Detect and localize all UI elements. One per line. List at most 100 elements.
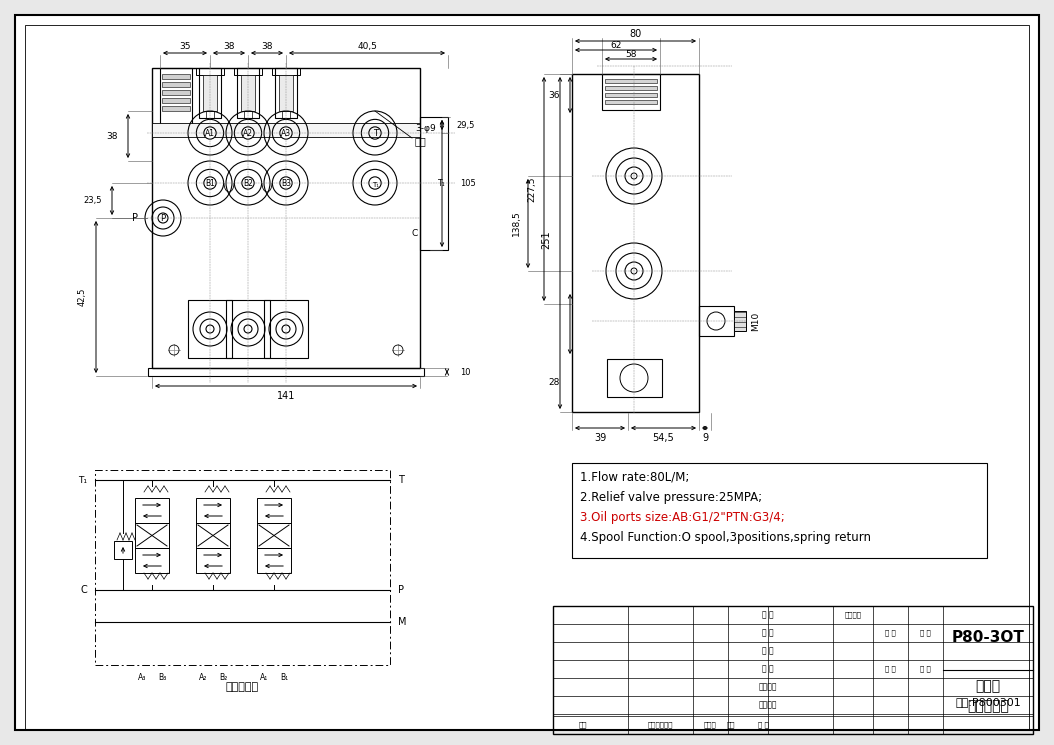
Bar (203, 75, 217, 111)
Bar (196, 548, 230, 573)
Bar (196, 68, 225, 75)
Text: 80: 80 (629, 29, 641, 39)
Text: 更改人: 更改人 (704, 722, 717, 729)
Text: 35: 35 (179, 42, 191, 51)
Text: 105: 105 (460, 179, 475, 188)
Text: 36: 36 (548, 90, 560, 100)
Bar (152, 68, 419, 368)
Text: T: T (373, 128, 378, 138)
Circle shape (241, 177, 254, 189)
Bar (160, 68, 192, 126)
Text: P: P (398, 585, 404, 595)
Text: 制 图: 制 图 (762, 629, 774, 638)
Bar (162, 98, 190, 103)
Bar (272, 68, 300, 75)
Text: 40,5: 40,5 (357, 42, 377, 51)
Bar (241, 75, 255, 111)
Text: M: M (398, 617, 407, 627)
Text: 第 张: 第 张 (920, 666, 931, 672)
Text: 标记: 标记 (579, 722, 587, 729)
Text: 42,5: 42,5 (78, 288, 87, 306)
Text: 比 例: 比 例 (920, 630, 931, 636)
Bar (226, 300, 270, 358)
Circle shape (280, 177, 292, 189)
Text: 62: 62 (610, 40, 622, 49)
Circle shape (241, 127, 254, 139)
Text: 138,5: 138,5 (511, 210, 521, 236)
Bar (605, 86, 657, 90)
Text: 9: 9 (702, 433, 708, 443)
Bar (257, 523, 291, 548)
Text: P: P (132, 213, 138, 223)
Text: 工艺批准: 工艺批准 (759, 682, 777, 691)
Bar (279, 75, 293, 111)
Bar (196, 523, 230, 548)
Bar (282, 111, 290, 118)
Text: 3-φ9: 3-φ9 (415, 124, 435, 133)
Text: 28: 28 (548, 378, 560, 387)
Text: A1: A1 (204, 128, 215, 138)
Bar (605, 79, 657, 83)
Circle shape (243, 325, 252, 333)
Text: 共 张: 共 张 (884, 666, 896, 672)
Bar (152, 123, 419, 137)
Text: 编号:P800301: 编号:P800301 (955, 697, 1021, 707)
Text: T: T (398, 475, 404, 485)
Text: B₂: B₂ (219, 673, 227, 682)
Text: 39: 39 (593, 433, 606, 443)
Text: 审 查: 审 查 (758, 722, 768, 729)
Bar (553, 606, 1033, 734)
Text: A3: A3 (281, 128, 291, 138)
Text: 227,5: 227,5 (527, 177, 536, 202)
Bar (162, 74, 190, 79)
Text: 251: 251 (541, 231, 551, 250)
Bar (605, 100, 657, 104)
Text: T₁: T₁ (372, 182, 379, 188)
Text: 重 量: 重 量 (884, 630, 896, 636)
Text: M10: M10 (752, 311, 761, 331)
Bar (199, 68, 221, 118)
Text: T₁: T₁ (78, 475, 87, 484)
Text: B1: B1 (206, 179, 215, 188)
Bar (162, 90, 190, 95)
Text: 54,5: 54,5 (652, 433, 674, 443)
Circle shape (631, 268, 637, 274)
Bar (257, 548, 291, 573)
Bar (237, 68, 259, 118)
Bar (275, 68, 297, 118)
Text: 23,5: 23,5 (83, 195, 102, 204)
Text: A₁: A₁ (260, 673, 268, 682)
Circle shape (206, 325, 214, 333)
Bar (734, 311, 746, 331)
Text: P: P (160, 214, 165, 223)
Text: 通孔: 通孔 (415, 136, 427, 146)
Text: 更改内容说明: 更改内容说明 (647, 722, 672, 729)
Bar (95, 470, 390, 665)
Text: 141: 141 (277, 391, 295, 401)
Text: 2.Relief valve pressure:25MPA;: 2.Relief valve pressure:25MPA; (580, 490, 762, 504)
Bar (135, 548, 169, 573)
Text: A2: A2 (243, 128, 253, 138)
Text: 多路阀: 多路阀 (975, 679, 1000, 693)
Text: 58: 58 (625, 49, 637, 59)
Bar (162, 106, 190, 111)
Text: 液压原理图: 液压原理图 (226, 682, 258, 692)
Bar (135, 498, 169, 523)
Text: 图幅编号: 图幅编号 (844, 612, 861, 618)
Bar (602, 74, 660, 110)
Bar (257, 498, 291, 523)
Text: 标准批准: 标准批准 (759, 700, 777, 709)
Bar (605, 93, 657, 97)
Text: 10: 10 (460, 367, 470, 376)
Bar (419, 117, 448, 250)
Text: B₁: B₁ (280, 673, 288, 682)
Bar (607, 359, 662, 397)
Circle shape (280, 127, 292, 139)
Text: B₃: B₃ (158, 673, 167, 682)
Circle shape (203, 127, 216, 139)
Text: C: C (412, 229, 418, 238)
Text: C: C (80, 585, 87, 595)
Text: T₁: T₁ (438, 179, 446, 188)
Text: A₃: A₃ (138, 673, 147, 682)
Text: 4.Spool Function:O spool,3positions,spring return: 4.Spool Function:O spool,3positions,spri… (580, 530, 871, 544)
